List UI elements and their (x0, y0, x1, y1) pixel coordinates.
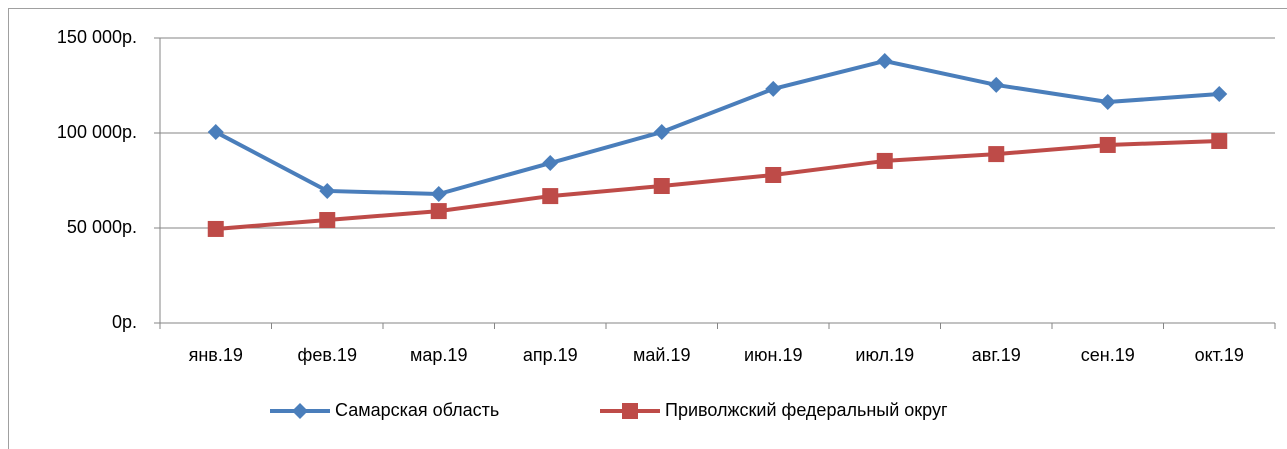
marker (207, 124, 224, 141)
marker (1211, 132, 1228, 149)
series-line (215, 138, 1220, 231)
x-tick-label: фев.19 (298, 345, 357, 365)
marker (1211, 86, 1228, 103)
marker (988, 76, 1005, 93)
legend-label: Самарская область (335, 400, 499, 420)
legend-label: Приволжский федеральный округ (665, 400, 948, 420)
marker (207, 220, 224, 237)
y-tick-label: 150 000р. (57, 27, 137, 47)
marker (319, 212, 336, 229)
marker (653, 124, 670, 141)
y-tick-label: 0р. (112, 312, 137, 332)
marker (876, 52, 893, 69)
marker (292, 403, 308, 419)
x-tick-label: сен.19 (1081, 345, 1135, 365)
x-tick-label: июл.19 (855, 345, 914, 365)
marker (1099, 94, 1116, 111)
x-tick-label: мар.19 (410, 345, 467, 365)
marker (430, 185, 447, 202)
marker (1099, 136, 1116, 153)
x-tick-label: май.19 (633, 345, 690, 365)
chart-frame (8, 8, 1287, 449)
marker (765, 166, 782, 183)
y-tick-label: 50 000р. (67, 217, 137, 237)
marker (430, 203, 447, 220)
marker (765, 80, 782, 97)
x-tick-label: июн.19 (744, 345, 803, 365)
y-tick-label: 100 000р. (57, 122, 137, 142)
marker (319, 182, 336, 199)
x-tick-label: апр.19 (523, 345, 578, 365)
x-tick-label: окт.19 (1195, 345, 1244, 365)
x-tick-label: авг.19 (972, 345, 1021, 365)
marker (876, 152, 893, 169)
marker (653, 178, 670, 195)
x-tick-label: янв.19 (189, 345, 243, 365)
marker (542, 155, 559, 172)
marker (622, 403, 638, 419)
marker (542, 188, 559, 205)
marker (988, 146, 1005, 163)
series-line (214, 58, 1220, 196)
